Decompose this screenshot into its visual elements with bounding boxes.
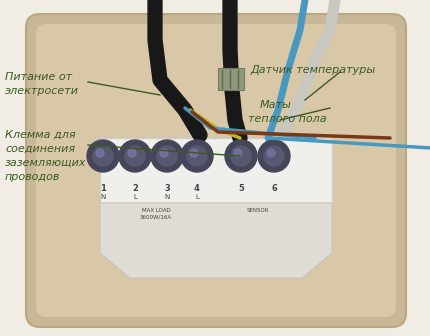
Text: Датчик температуры: Датчик температуры [250, 65, 375, 75]
Circle shape [234, 149, 242, 157]
Text: Питание от: Питание от [5, 72, 72, 82]
Circle shape [151, 140, 183, 172]
Circle shape [231, 146, 251, 166]
Text: соединения: соединения [5, 144, 75, 154]
Circle shape [125, 146, 145, 166]
FancyBboxPatch shape [26, 14, 406, 327]
Text: 1: 1 [100, 184, 106, 193]
Circle shape [258, 140, 290, 172]
Circle shape [267, 149, 275, 157]
Circle shape [190, 149, 198, 157]
Circle shape [119, 140, 151, 172]
Text: 2: 2 [132, 184, 138, 193]
Bar [218, 68, 244, 90]
Text: 3: 3 [164, 184, 170, 193]
Circle shape [157, 146, 177, 166]
Text: L: L [133, 194, 137, 200]
Text: Клемма для: Клемма для [5, 130, 76, 140]
Text: 5: 5 [238, 184, 244, 193]
Text: заземляющих: заземляющих [5, 158, 86, 168]
Circle shape [181, 140, 213, 172]
Text: SENSOR: SENSOR [246, 208, 269, 213]
Circle shape [187, 146, 207, 166]
Circle shape [160, 149, 168, 157]
Circle shape [225, 140, 257, 172]
FancyBboxPatch shape [36, 24, 396, 317]
Circle shape [96, 149, 104, 157]
Circle shape [93, 146, 113, 166]
Text: N: N [100, 194, 106, 200]
Text: MAX LOAD
3600W/16A: MAX LOAD 3600W/16A [140, 208, 172, 220]
Polygon shape [100, 203, 332, 278]
Text: Маты: Маты [260, 100, 292, 110]
Circle shape [87, 140, 119, 172]
Text: электросети: электросети [5, 86, 79, 96]
Text: проводов: проводов [5, 172, 60, 182]
Circle shape [264, 146, 284, 166]
Text: теплого пола: теплого пола [248, 114, 327, 124]
FancyBboxPatch shape [100, 138, 332, 203]
Text: 4: 4 [194, 184, 200, 193]
Text: N: N [164, 194, 169, 200]
Text: 6: 6 [271, 184, 277, 193]
Text: L: L [195, 194, 199, 200]
Circle shape [128, 149, 136, 157]
